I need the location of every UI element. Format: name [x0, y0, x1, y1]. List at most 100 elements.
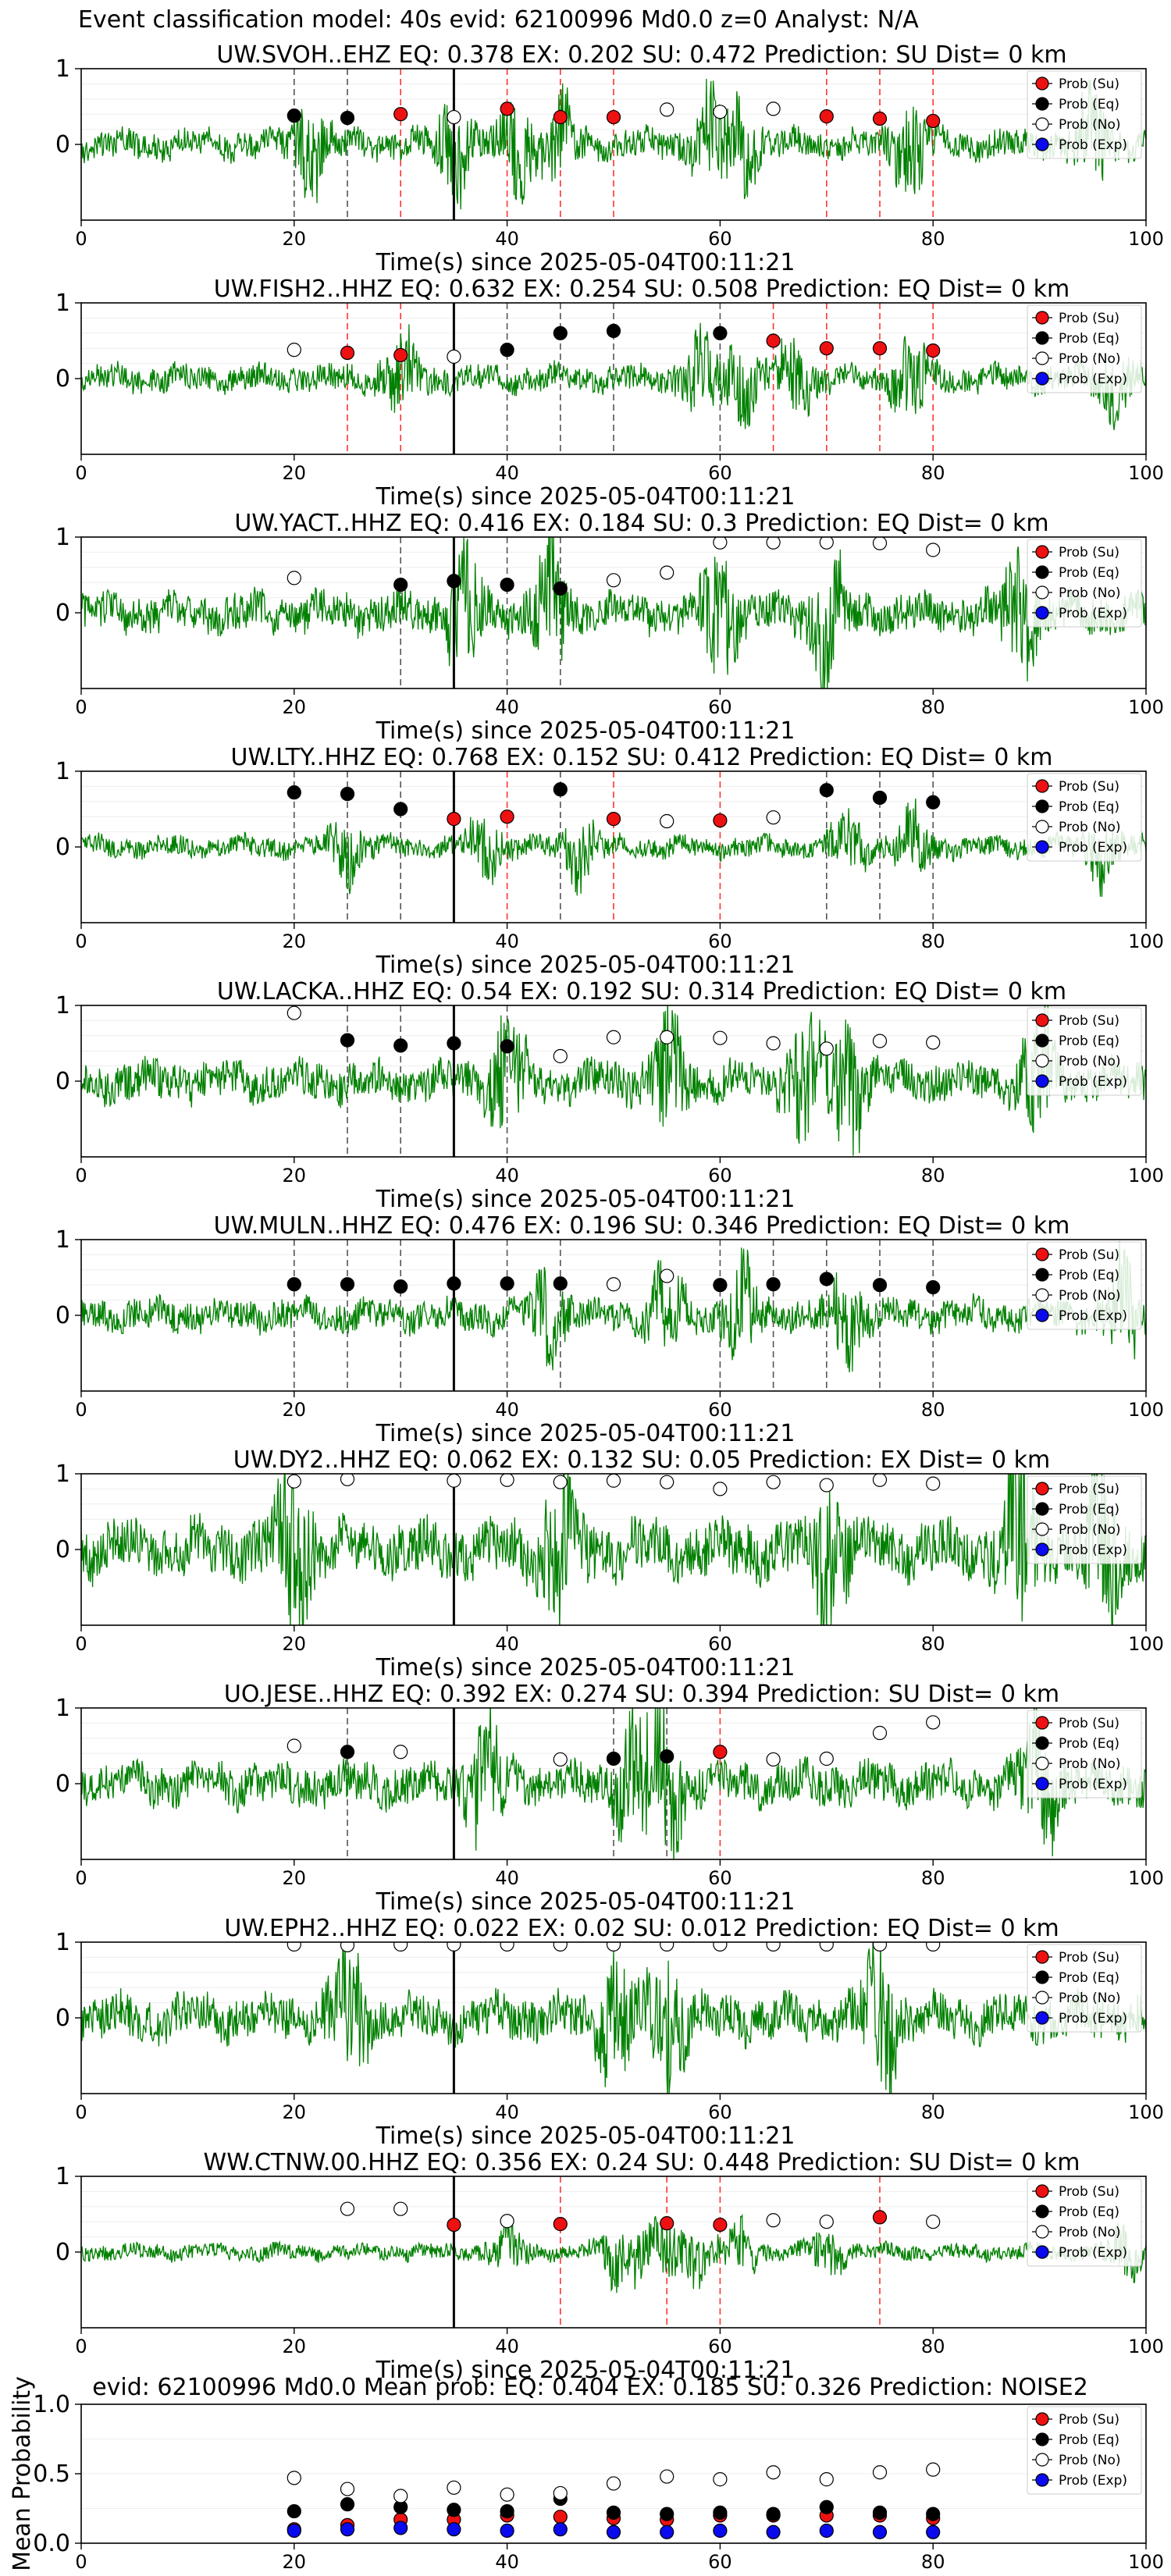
plot-area: [81, 69, 1146, 220]
mean-prob-marker-no: [287, 2471, 301, 2485]
prob-marker-eq: [713, 1278, 728, 1293]
prob-marker-no: [926, 1476, 941, 1491]
x-tick-label: 40: [495, 1399, 519, 1421]
prob-marker-su: [553, 2217, 568, 2232]
prob-marker-no: [766, 1475, 781, 1489]
x-tick-label: 80: [921, 2101, 945, 2123]
x-tick-label: 20: [283, 1633, 307, 1655]
prob-marker-su: [926, 343, 941, 358]
prob-marker-no: [340, 1474, 355, 1486]
legend-marker-no: [1035, 2453, 1049, 2467]
prob-marker-su: [447, 812, 461, 827]
x-tick-label: 0: [75, 462, 87, 484]
seismogram-trace: [81, 322, 1146, 430]
x-tick-label: 100: [1128, 462, 1164, 484]
x-axis-label: Time(s) since 2025-05-04T00:11:21: [376, 1888, 795, 1916]
prob-marker-eq: [447, 574, 461, 589]
x-tick-label: 0: [75, 1867, 87, 1889]
mean-prob-marker-eq: [500, 2503, 514, 2519]
y-tick-label: 0.5: [33, 2460, 70, 2488]
x-tick-label: 20: [283, 1867, 307, 1889]
legend-label: Prob (Exp): [1059, 372, 1127, 387]
legend-label: Prob (No): [1059, 117, 1121, 133]
plot-area: [81, 1708, 1146, 1859]
plot-area: [81, 537, 1146, 688]
mean-prob-marker-eq: [819, 2500, 834, 2514]
legend-marker-eq: [1035, 2204, 1049, 2218]
mean-prob-marker-exp: [393, 2521, 408, 2535]
x-axis-label: Time(s) since 2025-05-04T00:11:21: [376, 1654, 795, 1681]
legend-marker-su: [1035, 1482, 1049, 1496]
x-tick-label: 60: [708, 1165, 732, 1187]
legend-label: Prob (Su): [1059, 545, 1119, 560]
prob-marker-eq: [872, 1278, 888, 1293]
legend-label: Prob (Eq): [1059, 1502, 1119, 1517]
legend-box: [1027, 70, 1142, 159]
legend-marker-su: [1035, 1247, 1049, 1261]
y-tick-label: 0: [55, 365, 70, 393]
chart-panel-9: UW.EPH2..HHZ EQ: 0.022 EX: 0.02 SU: 0.01…: [55, 1915, 1164, 2150]
plot-area: [81, 2176, 1146, 2328]
legend-marker-su: [1035, 1013, 1049, 1027]
legend-marker-su: [1035, 1950, 1049, 1964]
prob-marker-no: [447, 349, 461, 364]
prob-marker-su: [447, 2217, 461, 2233]
legend-label: Prob (Eq): [1059, 799, 1119, 815]
legend-label: Prob (No): [1059, 2453, 1121, 2468]
legend-box: [1027, 539, 1142, 628]
legend-marker-eq: [1035, 1970, 1049, 1984]
y-tick-label: 0: [55, 1068, 70, 1095]
prob-marker-no: [819, 1942, 834, 1952]
legend-marker-exp: [1035, 840, 1049, 854]
chart-panel-6: UW.MULN..HHZ EQ: 0.476 EX: 0.196 SU: 0.3…: [55, 1212, 1164, 1447]
mean-prob-marker-no: [447, 2480, 461, 2495]
x-axis-label: Time(s) since 2025-05-04T00:11:21: [376, 483, 795, 511]
chart-panel-8: UO.JESE..HHZ EQ: 0.392 EX: 0.274 SU: 0.3…: [55, 1681, 1164, 1916]
prob-marker-eq: [713, 326, 728, 340]
x-axis-label: Time(s) since 2025-05-04T00:11:21: [376, 2122, 795, 2150]
chart-panel-mean: evid: 62100996 Md0.0 Mean prob: EQ: 0.40…: [9, 2374, 1164, 2573]
prob-marker-eq: [340, 110, 355, 126]
prob-marker-no: [766, 537, 781, 550]
y-tick-label: 0: [55, 131, 70, 158]
legend-marker-su: [1035, 779, 1049, 793]
legend-label: Prob (Su): [1059, 1716, 1119, 1731]
x-tick-label: 80: [921, 2336, 945, 2357]
prob-marker-no: [393, 1745, 408, 1759]
prob-marker-su: [606, 109, 621, 125]
prob-marker-no: [500, 1942, 514, 1952]
legend-marker-su: [1035, 311, 1049, 325]
y-tick-label: 0.0: [33, 2530, 70, 2557]
legend-marker-su: [1035, 2412, 1049, 2426]
x-axis-label: Time(s) since 2025-05-04T00:11:21: [376, 1420, 795, 1447]
prob-marker-eq: [926, 1280, 941, 1295]
prob-marker-no: [713, 1030, 728, 1045]
prob-marker-eq: [766, 1277, 781, 1292]
x-tick-label: 80: [921, 1165, 945, 1187]
prob-marker-eq: [872, 790, 888, 806]
prob-marker-su: [819, 341, 834, 356]
x-tick-label: 60: [708, 1633, 732, 1655]
prob-marker-no: [447, 109, 461, 125]
prob-marker-no: [660, 102, 674, 117]
legend-marker-exp: [1035, 2011, 1049, 2025]
legend-label: Prob (Su): [1059, 2184, 1119, 2200]
x-tick-label: 60: [708, 1867, 732, 1889]
x-tick-label: 40: [495, 2551, 519, 2573]
plot-area: [81, 303, 1146, 454]
prob-marker-no: [819, 2215, 834, 2229]
plot-area: [81, 1240, 1146, 1391]
y-tick-label: 1: [55, 1929, 70, 1956]
prob-marker-eq: [393, 1279, 408, 1294]
prob-marker-no: [713, 537, 728, 550]
legend-marker-exp: [1035, 1308, 1049, 1322]
legend-marker-no: [1035, 1288, 1049, 1302]
prob-marker-no: [819, 1478, 834, 1493]
legend-label: Prob (Exp): [1059, 1074, 1127, 1090]
plot-area: [81, 1474, 1146, 1625]
x-tick-label: 0: [75, 1165, 87, 1187]
prob-marker-no: [713, 1482, 728, 1496]
chart-panel-4: UW.LTY..HHZ EQ: 0.768 EX: 0.152 SU: 0.41…: [55, 744, 1164, 979]
prob-marker-no: [926, 1035, 941, 1050]
